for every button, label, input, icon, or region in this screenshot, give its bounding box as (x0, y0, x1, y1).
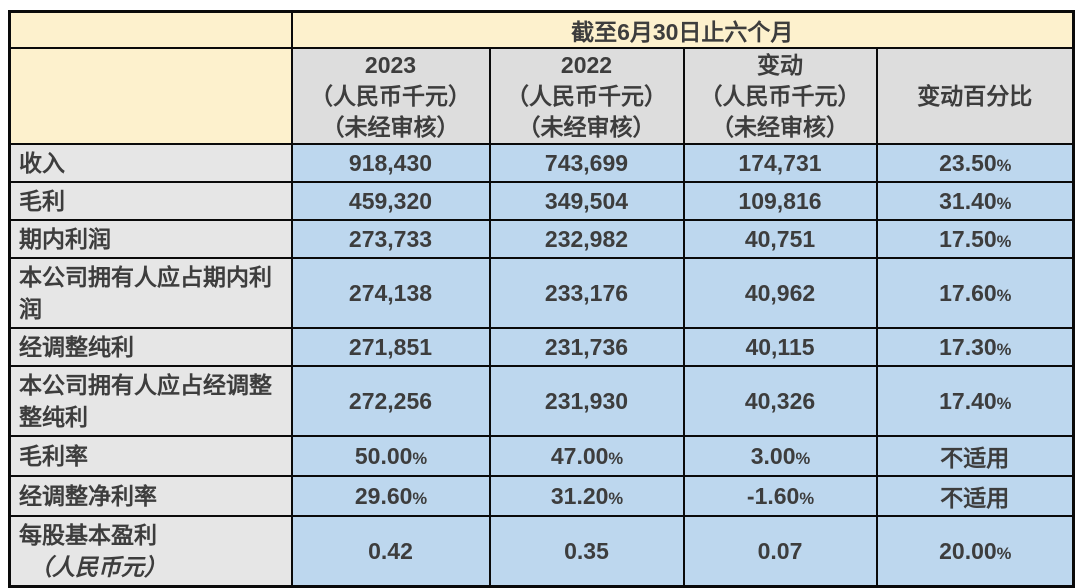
cell-value: 不适用 (875, 435, 1075, 477)
row-label: 每股基本盈利 （人民币元） (8, 515, 293, 588)
table-row-adjusted-net-margin: 经调整净利率 29.60% 31.20% -1.60% 不适用 (8, 475, 1075, 517)
column-header-2023: 2023 （人民币千元） （未经审核） (290, 47, 491, 145)
column-header-row: 2023 （人民币千元） （未经审核） 2022 （人民币千元） （未经审核） … (8, 47, 1075, 145)
cell-value: 40,751 (682, 219, 878, 259)
cell-value: 174,731 (682, 143, 878, 183)
row-label: 毛利率 (8, 435, 293, 477)
column-header-2022: 2022 （人民币千元） （未经审核） (488, 47, 685, 145)
cell-value: 233,176 (488, 257, 685, 329)
cell-value: 231,736 (488, 327, 685, 367)
row-label: 收入 (8, 143, 293, 183)
cell-value: 231,930 (488, 365, 685, 437)
row-label: 本公司拥有人应占经调整整纯利 (8, 365, 293, 437)
cell-value: 50.00% (290, 435, 491, 477)
column-header-year: 2022 (560, 51, 613, 78)
row-label-main: 每股基本盈利 (19, 522, 157, 548)
cell-value: 40,962 (682, 257, 878, 329)
cell-value: 273,733 (290, 219, 491, 259)
cell-value: 29.60% (290, 475, 491, 517)
corner-cell-top (8, 10, 293, 49)
table-row-owners-period-profit: 本公司拥有人应占期内利润 274,138 233,176 40,962 17.6… (8, 257, 1075, 329)
cell-value: 40,326 (682, 365, 878, 437)
financial-summary-table: 截至6月30日止六个月 2023 （人民币千元） （未经审核） 2022 （人民… (8, 10, 1075, 588)
cell-value: 743,699 (488, 143, 685, 183)
table-row-adjusted-profit: 经调整纯利 271,851 231,736 40,115 17.30% (8, 327, 1075, 367)
row-label: 毛利 (8, 181, 293, 221)
column-header-unaudited: （未经审核） (321, 113, 460, 140)
cell-value: 20.00% (875, 515, 1075, 588)
row-label: 经调整净利率 (8, 475, 293, 517)
column-header-unaudited: （未经审核） (711, 113, 849, 140)
cell-value: 17.60% (875, 257, 1075, 329)
cell-value: 3.00% (682, 435, 878, 477)
cell-value: 31.20% (488, 475, 685, 517)
row-label: 经调整纯利 (8, 327, 293, 367)
cell-value: 17.50% (875, 219, 1075, 259)
cell-value: 40,115 (682, 327, 878, 367)
cell-value: 272,256 (290, 365, 491, 437)
table-row-gross-margin: 毛利率 50.00% 47.00% 3.00% 不适用 (8, 435, 1075, 477)
cell-value: 47.00% (488, 435, 685, 477)
cell-value: 0.42 (290, 515, 491, 588)
column-header-change: 变动 （人民币千元） （未经审核） (682, 47, 878, 145)
corner-cell-bottom (8, 47, 293, 145)
cell-value: 271,851 (290, 327, 491, 367)
table-row-basic-eps: 每股基本盈利 （人民币元） 0.42 0.35 0.07 20.00% (8, 515, 1075, 588)
cell-value: 109,816 (682, 181, 878, 221)
column-header-change-label: 变动 (757, 51, 803, 78)
cell-value: 459,320 (290, 181, 491, 221)
column-header-change-percent-label: 变动百分比 (917, 82, 1033, 109)
cell-value: 0.35 (488, 515, 685, 588)
column-header-change-percent: 变动百分比 (875, 47, 1075, 145)
cell-value: 349,504 (488, 181, 685, 221)
column-header-unit: （人民币千元） (310, 82, 471, 109)
row-label: 本公司拥有人应占期内利润 (8, 257, 293, 329)
table-row-period-profit: 期内利润 273,733 232,982 40,751 17.50% (8, 219, 1075, 259)
cell-value: 918,430 (290, 143, 491, 183)
row-label: 期内利润 (8, 219, 293, 259)
cell-value: 23.50% (875, 143, 1075, 183)
table-row-owners-adjusted-profit: 本公司拥有人应占经调整整纯利 272,256 231,930 40,326 17… (8, 365, 1075, 437)
cell-value: 31.40% (875, 181, 1075, 221)
cell-value: 不适用 (875, 475, 1075, 517)
period-header-row: 截至6月30日止六个月 (8, 10, 1075, 49)
column-header-unaudited: （未经审核） (517, 113, 656, 140)
cell-value: 0.07 (682, 515, 878, 588)
column-header-unit: （人民币千元） (506, 82, 667, 109)
cell-value: 274,138 (290, 257, 491, 329)
column-header-year: 2023 (364, 51, 417, 78)
table-row-revenue: 收入 918,430 743,699 174,731 23.50% (8, 143, 1075, 183)
cell-value: 17.40% (875, 365, 1075, 437)
cell-value: 17.30% (875, 327, 1075, 367)
row-label-currency-unit: （人民币元） (29, 554, 167, 580)
period-header: 截至6月30日止六个月 (290, 10, 1075, 49)
table-row-gross-profit: 毛利 459,320 349,504 109,816 31.40% (8, 181, 1075, 221)
cell-value: -1.60% (682, 475, 878, 517)
column-header-unit: （人民币千元） (699, 82, 861, 109)
cell-value: 232,982 (488, 219, 685, 259)
